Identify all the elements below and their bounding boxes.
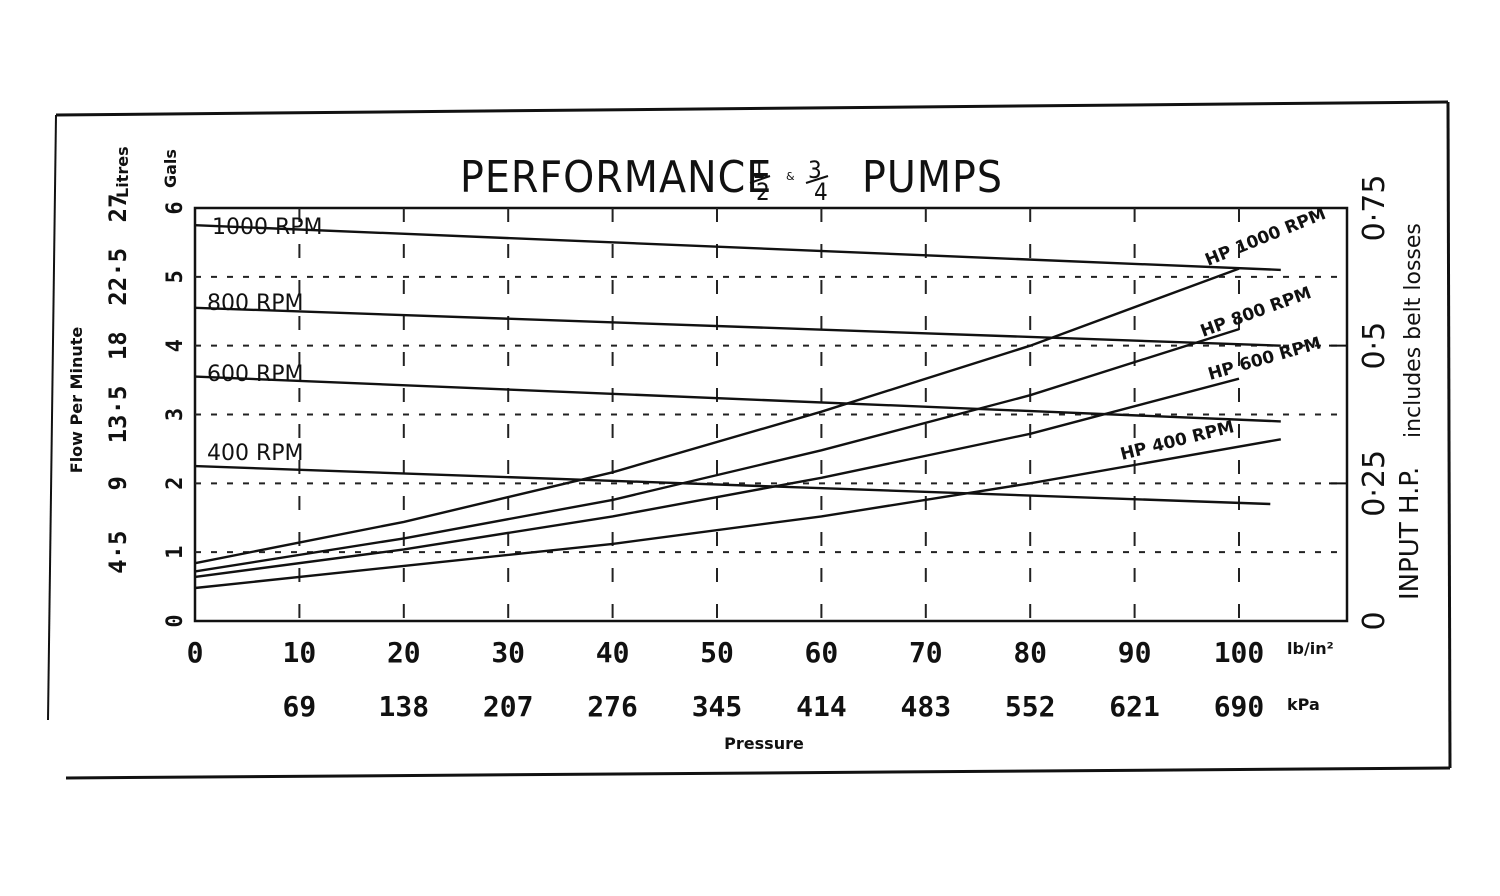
- y-litres-tick-label: 22·5: [104, 248, 132, 306]
- series-line-hp-800-rpm: [194, 327, 1240, 573]
- frame-left: [47, 114, 57, 721]
- chart-title: PERFORMANCE 1 2 & 3 4 PUMPS: [460, 152, 1003, 206]
- grid: [195, 207, 1347, 622]
- series-line-hp-1000-rpm: [194, 267, 1240, 565]
- x-unit-kpa: kPa: [1287, 695, 1320, 714]
- series-line-hp-600-rpm: [194, 377, 1240, 579]
- y-litres-tick-label: 9: [104, 476, 132, 490]
- series-label-1000-rpm: 1000 RPM: [212, 215, 323, 240]
- title-prefix: PERFORMANCE: [460, 152, 772, 203]
- x-tick-label-psi: 20: [387, 636, 421, 669]
- series-label-800-rpm: 800 RPM: [207, 291, 304, 316]
- title-frac1-den: 2: [756, 178, 771, 206]
- y-right-tick-label: 0·75: [1357, 175, 1392, 242]
- series-line-800-rpm: [194, 306, 1281, 347]
- title-frac2-num: 3: [808, 156, 823, 184]
- series-line-600-rpm: [194, 375, 1281, 423]
- y-gals-tick-label: 2: [163, 477, 188, 490]
- y-gals-tick-label: 5: [163, 270, 188, 283]
- y-right-tick-label: 0·25: [1357, 450, 1392, 517]
- x-tick-label-psi: 70: [909, 636, 943, 669]
- series-label-hp-800-rpm: HP 800 RPM: [1198, 283, 1314, 342]
- x-tick-labels-psi: 0 10 20 30 40 50 60 70 80 90 100: [187, 636, 1265, 669]
- title-frac1-bar: [749, 175, 771, 184]
- x-unit-psi: lb/in²: [1287, 639, 1334, 658]
- x-tick-label-psi: 10: [283, 636, 317, 669]
- x-tick-label-kpa: 345: [692, 690, 743, 723]
- frame-top: [55, 100, 1449, 117]
- y-gals-unit: Gals: [161, 149, 180, 188]
- y-litres-tick-label: 18: [104, 331, 132, 360]
- y-litres-tick-labels: 4·5 9 13·5 18 22·5 27: [104, 194, 132, 574]
- title-frac2-bar: [805, 175, 829, 184]
- x-tick-label-kpa: 690: [1214, 690, 1265, 723]
- y-gals-tick-labels: 0 1 2 3 4 5 6: [163, 201, 188, 627]
- y-litres-unit: Litres: [113, 146, 132, 198]
- y-right-axis-sublabel: includes belt losses: [1401, 223, 1426, 438]
- series-label-hp-600-rpm: HP 600 RPM: [1206, 333, 1323, 384]
- y-right-tick-label: 0·5: [1357, 322, 1392, 370]
- x-tick-label-psi: 100: [1214, 636, 1265, 669]
- y-litres-tick-label: 4·5: [104, 531, 132, 574]
- x-tick-label-psi: 50: [700, 636, 734, 669]
- y-litres-tick-label: 13·5: [104, 386, 132, 444]
- y-right-axis-label: INPUT H.P.: [1395, 467, 1425, 600]
- series-lines: [194, 224, 1282, 590]
- y-gals-tick-label: 6: [163, 201, 188, 214]
- x-tick-label-kpa: 276: [587, 690, 638, 723]
- y-gals-tick-label: 4: [163, 339, 188, 352]
- y-gals-tick-label: 0: [163, 614, 188, 627]
- x-tick-label-kpa: 69: [283, 690, 317, 723]
- frame-right: [1446, 101, 1452, 769]
- y-left-axis-label: Flow Per Minute: [67, 327, 86, 474]
- x-tick-label-psi: 90: [1118, 636, 1152, 669]
- title-amp: &: [786, 170, 795, 183]
- series-label-600-rpm: 600 RPM: [207, 362, 304, 387]
- x-tick-label-kpa: 138: [379, 690, 430, 723]
- x-tick-label-kpa: 414: [796, 690, 847, 723]
- series-label-hp-1000-rpm: HP 1000 RPM: [1202, 204, 1328, 271]
- y-gals-tick-label: 3: [163, 408, 188, 421]
- x-tick-label-kpa: 207: [483, 690, 534, 723]
- x-tick-label-psi: 60: [805, 636, 839, 669]
- series-line-hp-400-rpm: [194, 438, 1282, 590]
- series-line-400-rpm: [194, 464, 1271, 506]
- x-tick-label-kpa: 621: [1109, 690, 1160, 723]
- title-frac1-num: 1: [752, 156, 767, 184]
- frame-bottom: [65, 766, 1451, 780]
- x-axis-label: Pressure: [724, 734, 804, 753]
- x-tick-label-kpa: 552: [1005, 690, 1056, 723]
- x-tick-label-psi: 80: [1013, 636, 1047, 669]
- series-label-400-rpm: 400 RPM: [207, 441, 304, 466]
- x-tick-label-psi: 30: [491, 636, 525, 669]
- x-tick-label-psi: 0: [187, 636, 204, 669]
- series-line-1000-rpm: [194, 224, 1281, 272]
- y-right-tick-labels: 0 0·25 0·5 0·75: [1357, 175, 1392, 631]
- x-tick-label-psi: 40: [596, 636, 630, 669]
- x-tick-label-kpa: 483: [901, 690, 952, 723]
- y-litres-tick-label: 27: [104, 194, 132, 223]
- y-right-tick-label: 0: [1357, 611, 1392, 630]
- title-suffix: PUMPS: [862, 152, 1003, 203]
- title-frac2-den: 4: [814, 178, 829, 206]
- y-gals-tick-label: 1: [163, 546, 188, 559]
- x-tick-labels-kpa: 69 138 207 276 345 414 483 552 621 690: [283, 690, 1265, 723]
